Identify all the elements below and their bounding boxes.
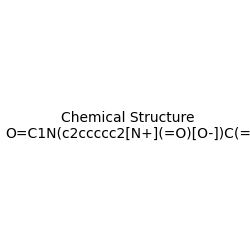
Text: Chemical Structure
O=C1N(c2ccccc2[N+](=O)[O-])C(=: Chemical Structure O=C1N(c2ccccc2[N+](=O…: [5, 111, 250, 141]
